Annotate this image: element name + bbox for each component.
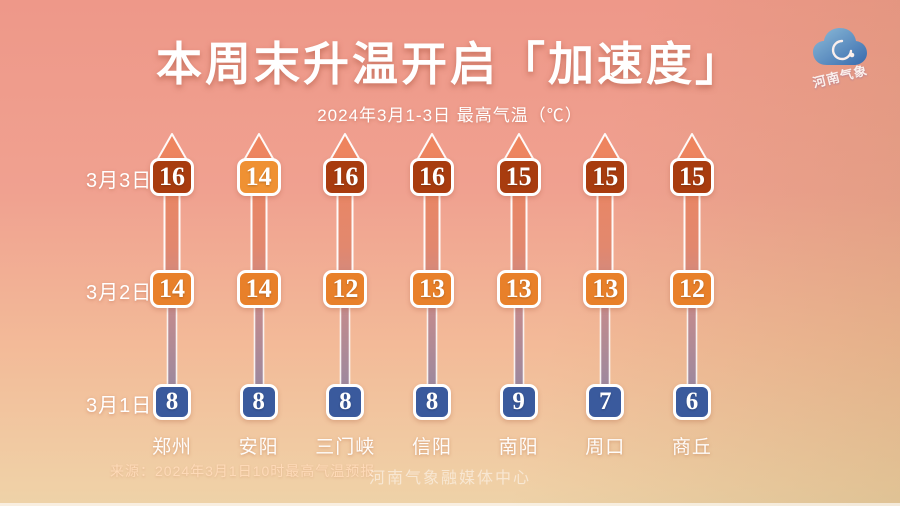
temp-box-day2: 12: [669, 270, 714, 308]
city-label: 安阳: [238, 437, 279, 458]
city-label: 郑州: [151, 437, 192, 458]
temp-box-day3: 14: [236, 158, 281, 196]
city-column: 16 14 8 郑州: [132, 130, 212, 470]
temp-box-day3: 15: [496, 158, 541, 196]
source-note: 来源：2024年3月1日10时最高气温预报: [110, 463, 376, 479]
watermark-text: 河南气象融媒体中心: [368, 470, 531, 487]
temp-box-day3: 16: [323, 158, 368, 196]
row-label-day3: 3月3日: [86, 170, 153, 192]
city-label: 周口: [585, 437, 626, 458]
city-column: 16 13 8 信阳: [392, 130, 472, 470]
page-title: 本周末升温开启「加速度」: [156, 38, 744, 90]
city-label: 商丘: [671, 437, 712, 458]
temp-box-day1: 8: [412, 384, 451, 420]
city-column: 15 12 6 商丘: [652, 130, 732, 470]
temp-box-day1: 7: [586, 384, 625, 420]
row-label-day1: 3月1日: [86, 395, 153, 417]
cloud-logo-icon: [813, 28, 867, 65]
page-subtitle: 2024年3月1-3日 最高气温（℃）: [317, 106, 583, 125]
temp-box-day3: 15: [583, 158, 628, 196]
city-label: 信阳: [411, 437, 452, 458]
city-label: 三门峡: [315, 437, 376, 458]
temp-box-day2: 14: [150, 270, 194, 308]
temp-box-day1: 9: [499, 384, 538, 420]
city-column: 16 12 8 三门峡: [305, 130, 385, 470]
city-column: 14 14 8 安阳: [219, 130, 299, 470]
temp-box-day1: 8: [239, 384, 278, 420]
temperature-columns: 16 14 8 郑州 14 14 8 安阳 16 12 8 三门峡 16 13 8 信阳 15 13 9 南阳 15 13…: [132, 130, 732, 470]
temp-box-day3: 15: [669, 158, 714, 196]
city-column: 15 13 9 南阳: [479, 130, 559, 470]
temp-box-day2: 12: [323, 270, 368, 308]
brand-logo: 河南气象: [797, 24, 883, 91]
temp-box-day2: 13: [496, 270, 541, 308]
temp-box-day2: 13: [409, 270, 454, 308]
temp-box-day1: 8: [326, 384, 365, 420]
temp-box-day2: 13: [583, 270, 628, 308]
city-column: 15 13 7 周口: [565, 130, 645, 470]
city-label: 南阳: [498, 437, 539, 458]
temp-box-day2: 14: [236, 270, 281, 308]
temp-box-day1: 8: [153, 384, 191, 420]
temp-box-day3: 16: [150, 158, 194, 196]
bottom-strip: [0, 503, 900, 506]
temp-box-day3: 16: [409, 158, 454, 196]
temp-box-day1: 6: [672, 384, 711, 420]
row-label-day2: 3月2日: [86, 282, 153, 304]
